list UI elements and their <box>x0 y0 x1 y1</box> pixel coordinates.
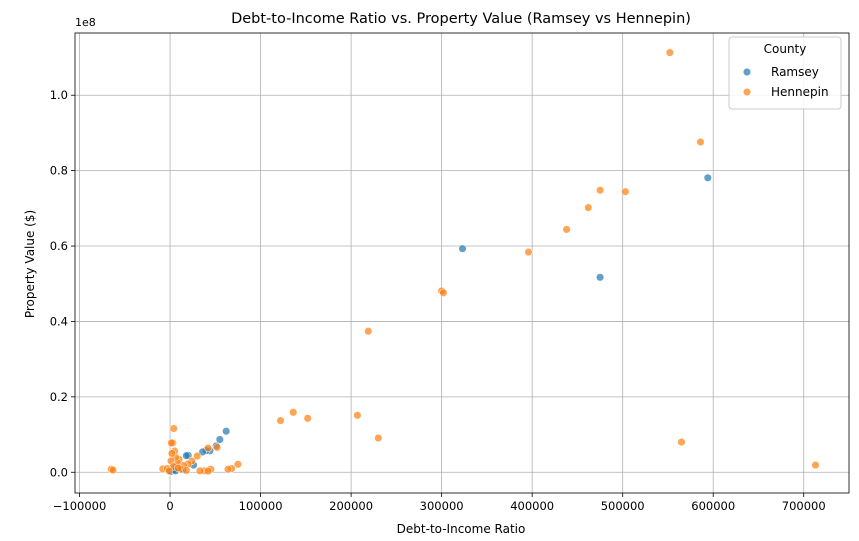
x-tick-label: 200000 <box>329 499 373 513</box>
data-point-hennepin <box>562 225 571 234</box>
data-point-hennepin <box>167 449 176 458</box>
data-point-hennepin <box>165 466 174 475</box>
data-point-hennepin <box>596 186 605 195</box>
legend-label-ramsey: Ramsey <box>771 65 819 79</box>
legend-label-hennepin: Hennepin <box>771 85 829 99</box>
x-tick-label: 500000 <box>601 499 645 513</box>
data-point-hennepin <box>276 416 285 425</box>
data-point-hennepin <box>204 444 213 453</box>
legend-marker-hennepin <box>742 87 752 97</box>
data-point-hennepin <box>204 467 213 476</box>
data-point-hennepin <box>364 327 373 336</box>
data-points <box>107 48 820 476</box>
x-tick-label: 700000 <box>782 499 826 513</box>
x-tick-label: 100000 <box>239 499 283 513</box>
data-point-ramsey <box>222 427 231 436</box>
data-point-hennepin <box>303 414 312 423</box>
y-tick-label: 0.4 <box>50 314 68 328</box>
legend-title: County <box>764 42 807 56</box>
x-tick-label: 0 <box>166 499 173 513</box>
y-tick-label: 0.6 <box>50 239 68 253</box>
data-point-hennepin <box>195 466 204 475</box>
x-tick-label: 300000 <box>420 499 464 513</box>
y-tick-label: 0.8 <box>50 164 68 178</box>
data-point-hennepin <box>289 408 298 417</box>
data-point-hennepin <box>439 288 448 297</box>
plot-area-frame <box>74 32 850 494</box>
data-point-hennepin <box>174 464 183 473</box>
y-tick-label: 0.2 <box>50 390 68 404</box>
data-point-ramsey <box>215 435 224 444</box>
x-tick-label: −100000 <box>53 499 107 513</box>
data-point-hennepin <box>108 465 118 475</box>
data-point-hennepin <box>193 451 202 461</box>
y-axis-offset-label: 1e8 <box>75 16 96 29</box>
data-point-hennepin <box>213 443 222 452</box>
data-point-hennepin <box>182 466 191 475</box>
y-tick-label: 0.0 <box>50 465 68 479</box>
data-point-hennepin <box>696 137 705 147</box>
data-point-ramsey <box>198 447 207 456</box>
data-point-hennepin <box>811 461 820 470</box>
data-point-hennepin <box>374 433 383 443</box>
x-tick-label: 600000 <box>691 499 735 513</box>
data-point-hennepin <box>677 438 686 447</box>
data-point-hennepin <box>233 460 242 469</box>
data-point-hennepin <box>665 48 674 57</box>
x-axis-label: Debt-to-Income Ratio <box>397 522 526 536</box>
data-point-hennepin <box>584 203 593 212</box>
x-tick-label: 400000 <box>510 499 554 513</box>
data-point-ramsey <box>703 173 712 182</box>
data-point-hennepin <box>524 248 533 257</box>
data-point-hennepin <box>169 424 178 433</box>
legend-marker-ramsey <box>742 67 752 77</box>
legend: County Ramsey Hennepin <box>728 36 842 110</box>
chart-title: Debt-to-Income Ratio vs. Property Value … <box>231 11 691 27</box>
y-tick-label: 1.0 <box>50 88 68 102</box>
series-hennepin <box>107 48 820 476</box>
data-point-hennepin <box>167 438 176 447</box>
data-point-ramsey <box>182 451 191 460</box>
data-point-hennepin <box>353 411 362 420</box>
data-point-ramsey <box>458 244 467 253</box>
y-axis-label: Property Value ($) <box>23 210 37 318</box>
legend-box <box>728 36 842 110</box>
x-axis-ticks: −100000 0 100000 200000 300000 400000 500000 60… <box>53 493 826 513</box>
data-point-hennepin <box>621 187 630 196</box>
y-axis-ticks: 0.0 0.2 0.4 0.6 0.8 1.0 <box>50 88 75 479</box>
data-point-hennepin <box>223 465 233 474</box>
grid-lines <box>75 33 849 493</box>
data-point-ramsey <box>596 273 605 282</box>
